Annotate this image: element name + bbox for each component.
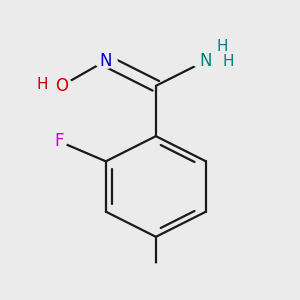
Text: F: F — [54, 132, 64, 150]
Ellipse shape — [50, 78, 73, 93]
Ellipse shape — [191, 53, 221, 68]
Ellipse shape — [94, 53, 117, 68]
Ellipse shape — [50, 134, 67, 148]
Text: H: H — [216, 39, 228, 54]
Ellipse shape — [140, 264, 172, 280]
Text: N: N — [200, 52, 212, 70]
Text: O: O — [55, 77, 68, 95]
Text: N: N — [100, 52, 112, 70]
Text: H: H — [37, 77, 48, 92]
Text: H: H — [222, 54, 234, 69]
